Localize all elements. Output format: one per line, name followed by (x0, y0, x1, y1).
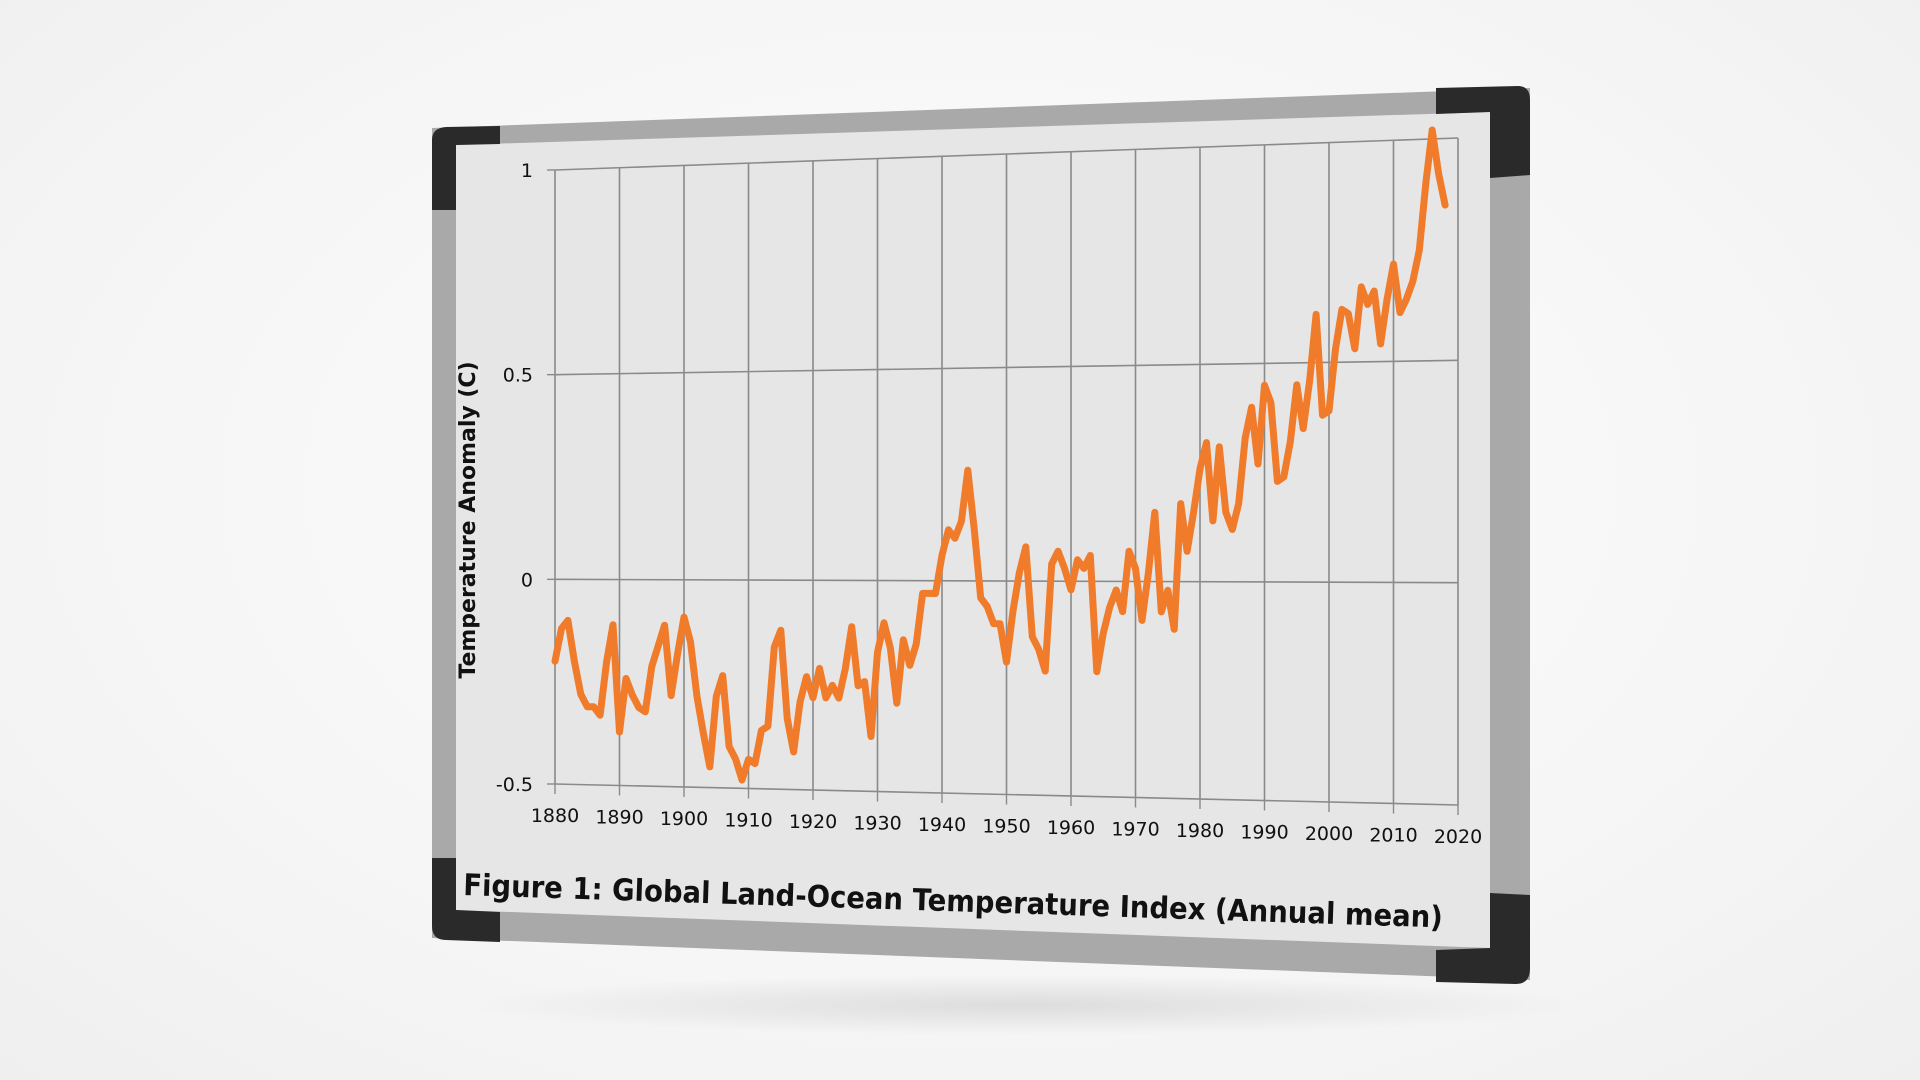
x-tick-label-1950: 1950 (982, 816, 1030, 838)
grid-line-y-0.5 (554, 359, 1459, 376)
corner-bottom-right (1436, 893, 1530, 984)
corner-top-right (1436, 86, 1530, 178)
x-tick-label-2020: 2020 (1434, 826, 1482, 848)
y-tick-label-0.5: 0.5 (503, 365, 533, 387)
x-tick-label-1960: 1960 (1047, 817, 1095, 839)
y-axis-label: Temperature Anomaly (C) (456, 361, 481, 678)
x-tick-label-1880: 1880 (531, 805, 579, 827)
x-tick-label-1920: 1920 (789, 811, 837, 833)
grid-line-y-1 (554, 137, 1459, 171)
x-tick-label-2000: 2000 (1305, 823, 1353, 845)
y-tick-label-0: 0 (521, 569, 533, 591)
series-line-temperature (551, 126, 1449, 784)
grid-line-y-0 (554, 578, 1459, 584)
board-shadow (470, 975, 1570, 1035)
x-tick-label-2010: 2010 (1369, 825, 1417, 847)
x-tick-label-1910: 1910 (724, 810, 772, 832)
y-tick-labels: -0.5 0 0.5 1 (496, 160, 533, 796)
x-tick-label-1900: 1900 (660, 808, 708, 830)
y-tick-label-1: 1 (521, 160, 533, 182)
corner-bottom-left (432, 858, 500, 942)
x-tick-label-1940: 1940 (918, 814, 966, 836)
y-tick-label--0.5: -0.5 (496, 774, 533, 796)
corner-top-left (432, 126, 500, 210)
x-tick-label-1970: 1970 (1111, 819, 1159, 841)
x-tick-label-1930: 1930 (853, 813, 901, 835)
x-tick-label-1980: 1980 (1176, 820, 1224, 842)
x-tick-labels: 1880 1890 1900 1910 1920 1930 1940 1950 1960 1970… (531, 805, 1482, 848)
x-tick-label-1990: 1990 (1240, 822, 1288, 844)
x-tick-label-1890: 1890 (595, 807, 643, 829)
